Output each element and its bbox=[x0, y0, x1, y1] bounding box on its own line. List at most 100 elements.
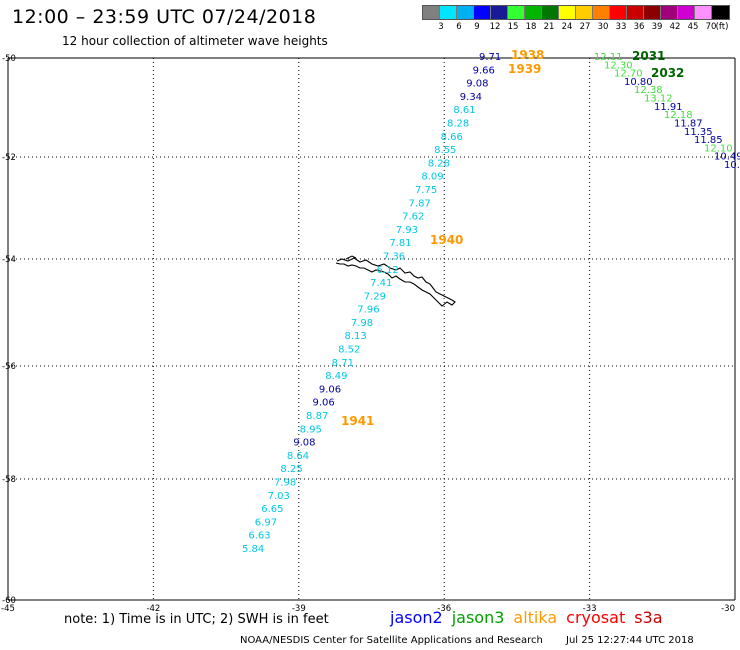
south-georgia-island bbox=[335, 257, 456, 307]
legend-swatch bbox=[559, 6, 576, 19]
legend-swatch bbox=[712, 6, 729, 19]
legend-tick-label: 70 bbox=[705, 22, 717, 32]
wave-height-value: 13.12 bbox=[644, 94, 673, 105]
wave-height-value: 8.28 bbox=[428, 158, 450, 169]
wave-height-value: 7.93 bbox=[396, 225, 418, 236]
wave-height-value: 8.55 bbox=[434, 145, 456, 156]
legend-swatch bbox=[457, 6, 474, 19]
wave-height-value: 7.36 bbox=[383, 251, 405, 262]
generation-timestamp: Jul 25 12:27:44 UTC 2018 bbox=[566, 635, 694, 646]
legend-tick-label: 6 bbox=[456, 22, 462, 32]
wave-height-value: 6.97 bbox=[255, 517, 277, 528]
mission-s3a: s3a bbox=[634, 608, 663, 627]
latitude-label: -56 bbox=[2, 362, 16, 372]
legend-tick-label: 18 bbox=[525, 22, 537, 32]
wave-height-value: 7.96 bbox=[357, 305, 379, 316]
wave-height-value: 6.63 bbox=[248, 531, 270, 542]
wave-height-value: 8.13 bbox=[344, 331, 366, 342]
wave-height-value: 7.81 bbox=[389, 238, 411, 249]
wave-height-value: 9.06 bbox=[319, 384, 341, 395]
wave-height-value: 8.95 bbox=[300, 424, 322, 435]
wave-height-value: 7.62 bbox=[402, 212, 424, 223]
wave-height-value: 8.52 bbox=[338, 345, 360, 356]
wave-height-value: 9.34 bbox=[460, 92, 482, 103]
wave-height-color-legend: 3 6 9 12 15 18 21 24 27 30 33 36 39 42 45 70 (ft) bbox=[422, 5, 730, 32]
wave-height-value: 7.98 bbox=[274, 478, 296, 489]
legend-tick-label: 27 bbox=[579, 22, 591, 32]
latitude-label: -54 bbox=[2, 255, 16, 265]
wave-height-value: 5.84 bbox=[242, 544, 264, 555]
legend-swatch bbox=[440, 6, 457, 19]
legend-swatch bbox=[644, 6, 661, 19]
legend-swatch bbox=[508, 6, 525, 19]
map-title: 12:00 – 23:59 UTC 07/24/2018 bbox=[12, 6, 317, 28]
wave-height-value: 7.03 bbox=[268, 491, 290, 502]
longitude-label: -39 bbox=[292, 604, 306, 614]
legend-swatch bbox=[423, 6, 440, 19]
legend-tick-label: 9 bbox=[474, 22, 480, 32]
legend-tick-label: 42 bbox=[669, 22, 681, 32]
legend-ticks: 3 6 9 12 15 18 21 24 27 30 33 36 39 42 45 70 (ft) bbox=[422, 20, 730, 32]
legend-swatch bbox=[542, 6, 559, 19]
wave-height-value: 8.09 bbox=[421, 172, 443, 183]
mission-altika: altika bbox=[513, 608, 558, 627]
legend-tick-label: 33 bbox=[615, 22, 627, 32]
pass-time-label: 2031 bbox=[632, 49, 665, 63]
legend-tick-label: 3 bbox=[438, 22, 444, 32]
wave-height-value: 10.49 bbox=[714, 152, 740, 163]
legend-tick-label: 15 bbox=[507, 22, 519, 32]
legend-swatch bbox=[627, 6, 644, 19]
legend-swatch bbox=[610, 6, 627, 19]
wave-height-value: 8.71 bbox=[332, 358, 354, 369]
legend-tick-label: 21 bbox=[543, 22, 555, 32]
latitude-label: -52 bbox=[2, 153, 16, 163]
mission-cryosat: cryosat bbox=[566, 608, 626, 627]
legend-tick-label: 36 bbox=[633, 22, 645, 32]
wave-height-value: 9.06 bbox=[312, 398, 334, 409]
legend-swatch bbox=[491, 6, 508, 19]
wave-height-value: 10.7 bbox=[724, 160, 740, 171]
wave-height-value: 8.64 bbox=[287, 451, 309, 462]
pass-time-label: 1939 bbox=[508, 62, 541, 76]
footnote: note: 1) Time is in UTC; 2) SWH is in fe… bbox=[64, 612, 329, 627]
wave-height-value: 11.35 bbox=[684, 127, 713, 138]
longitude-label: -30 bbox=[721, 604, 735, 614]
wave-height-value: 9.08 bbox=[466, 79, 488, 90]
wave-height-value: 12.38 bbox=[634, 85, 663, 96]
credit-line: NOAA/NESDIS Center for Satellite Applica… bbox=[240, 635, 543, 646]
wave-height-value: 7.41 bbox=[370, 278, 392, 289]
legend-swatch bbox=[525, 6, 542, 19]
legend-tick-label: 12 bbox=[489, 22, 501, 32]
wave-height-value: 10.80 bbox=[624, 77, 653, 88]
legend-swatch bbox=[661, 6, 678, 19]
axis-labels: -50 -52 -54 -56 -58 -60-45 -42 -39 -36 -33 -30 bbox=[1, 54, 735, 614]
wave-height-value: 9.66 bbox=[473, 65, 495, 76]
latitude-label: -60 bbox=[2, 596, 16, 606]
coastline-fragment bbox=[345, 255, 357, 260]
wave-height-value: 8.25 bbox=[280, 464, 302, 475]
legend-unit: (ft) bbox=[715, 22, 729, 32]
map-subtitle: 12 hour collection of altimeter wave hei… bbox=[62, 34, 328, 48]
wave-height-value: 12.70 bbox=[614, 69, 643, 80]
wave-height-value: 12.10 bbox=[704, 143, 733, 154]
wave-height-value: 7.87 bbox=[409, 198, 431, 209]
latitude-label: -50 bbox=[2, 54, 16, 64]
wave-height-value: 11.91 bbox=[654, 102, 683, 113]
wave-height-value: 6.65 bbox=[261, 504, 283, 515]
legend-swatch bbox=[474, 6, 491, 19]
wave-height-labels: 9.71 9.66 9.08 9.34 8.61 8.28 8.66 8.55 8.28 8.09… bbox=[242, 48, 740, 555]
longitude-label: -36 bbox=[437, 604, 451, 614]
pass-time-label: 1941 bbox=[341, 414, 374, 428]
pass-time-label: 1938 bbox=[511, 48, 544, 62]
legend-swatch bbox=[593, 6, 610, 19]
wave-height-value: 12.18 bbox=[664, 110, 693, 121]
wave-height-value: 11.87 bbox=[674, 118, 703, 129]
longitude-label: -45 bbox=[1, 604, 15, 614]
wave-height-value: 11.85 bbox=[694, 135, 723, 146]
longitude-label: -33 bbox=[583, 604, 597, 614]
pass-time-label: 2032 bbox=[651, 66, 684, 80]
wave-height-value: 7.29 bbox=[364, 291, 386, 302]
wave-height-value: 8.28 bbox=[447, 118, 469, 129]
longitude-label: -42 bbox=[146, 604, 160, 614]
